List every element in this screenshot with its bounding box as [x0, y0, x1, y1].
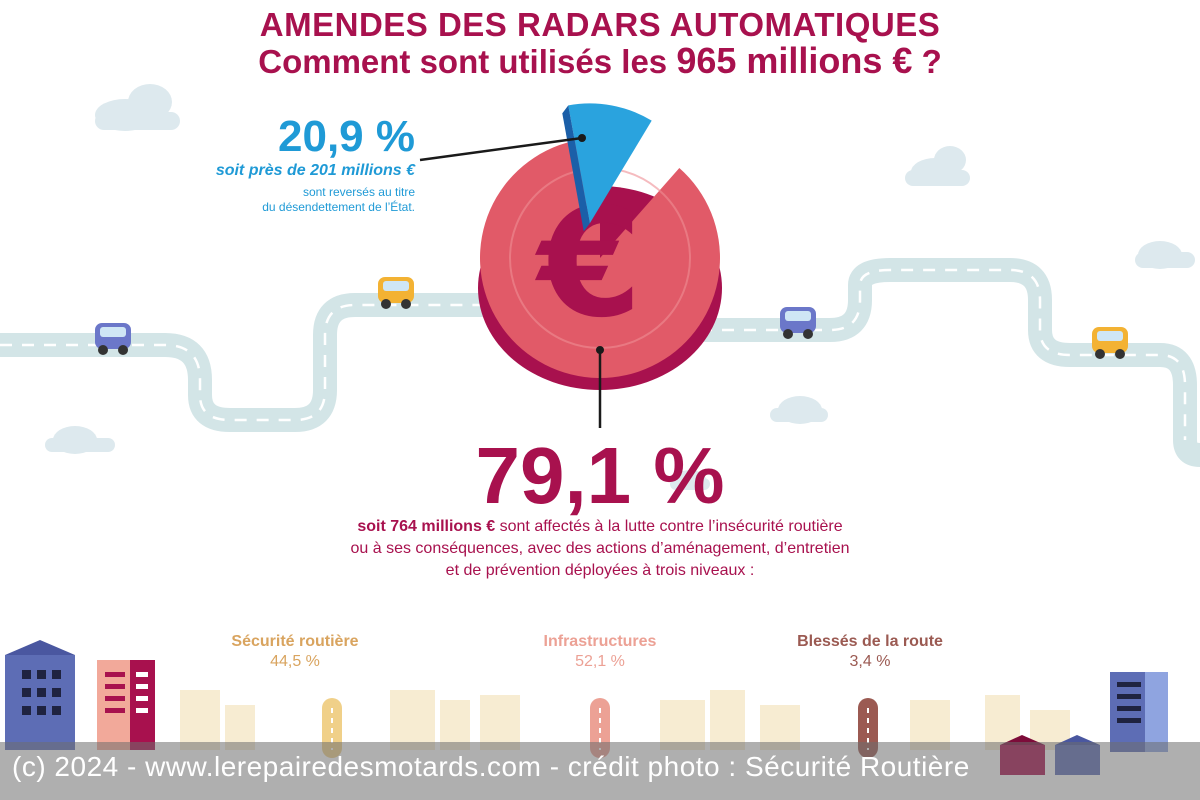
- car-icon: [1092, 327, 1128, 359]
- cloud-icon: [45, 426, 115, 454]
- small-slice-percent: 20,9 %: [278, 112, 415, 161]
- category-label: Infrastructures: [543, 633, 657, 650]
- category-label: Sécurité routière: [231, 633, 359, 650]
- cloud-icon: [905, 146, 970, 186]
- pie-chart: €: [478, 103, 722, 390]
- building-icon: [97, 660, 155, 750]
- small-slice-desc-line: du désendettement de l’État.: [262, 200, 415, 214]
- leader-dot-small: [578, 134, 586, 142]
- subtitle-amount: 965 millions €: [676, 40, 913, 81]
- category-infrastructures: Infrastructures 52,1 %: [490, 632, 710, 672]
- subtitle-end: ?: [912, 43, 942, 80]
- building-icon: [1110, 672, 1168, 752]
- cloud-icon: [670, 470, 710, 490]
- subtitle-start: Comment sont utilisés les: [258, 43, 677, 80]
- car-icon: [378, 277, 414, 309]
- small-slice-desc-line: sont reversés au titre: [302, 185, 415, 199]
- large-slice-description: soit 764 millions € sont affectés à la l…: [250, 516, 950, 582]
- category-securite: Sécurité routière 44,5 %: [185, 632, 405, 672]
- large-slice-desc-line: ou à ses conséquences, avec des actions …: [350, 540, 850, 557]
- large-slice-desc-rest: sont affectés à la lutte contre l’insécu…: [495, 518, 843, 535]
- small-slice-description: sont reversés au titre du désendettement…: [160, 185, 415, 215]
- cloud-icon: [95, 84, 180, 131]
- cloud-icon: [1135, 241, 1195, 269]
- cloud-icon: [770, 396, 828, 424]
- credit-text: (c) 2024 - www.lerepairedesmotards.com -…: [12, 751, 970, 782]
- leader-line-small: [419, 136, 583, 162]
- building-icon: [5, 640, 75, 750]
- leader-dot-large: [596, 346, 604, 354]
- large-slice-desc-line: soit 764 millions € sont affectés à la l…: [250, 516, 950, 538]
- category-value: 44,5 %: [270, 653, 320, 670]
- large-slice-amount: soit 764 millions €: [357, 518, 496, 535]
- large-slice-desc-line: et de prévention déployées à trois nivea…: [445, 562, 755, 579]
- pie-slice-20: [568, 103, 652, 224]
- pie-slice-79: [480, 138, 720, 378]
- category-value: 3,4 %: [849, 653, 891, 670]
- skyline-background: [180, 690, 1070, 750]
- road-markings: [0, 268, 1187, 440]
- page-title: AMENDES DES RADARS AUTOMATIQUES: [259, 6, 941, 43]
- page-subtitle: Comment sont utilisés les 965 millions €…: [0, 40, 1200, 82]
- credit-bar: [0, 742, 1200, 800]
- small-slice-amount: soit près de 201 millions €: [215, 162, 415, 179]
- car-icon: [780, 307, 816, 339]
- large-slice-percent: 79,1 %: [475, 431, 725, 520]
- category-blesses: Blessés de la route 3,4 %: [760, 632, 980, 672]
- category-value: 52,1 %: [575, 653, 625, 670]
- pie-slice-20-side: [562, 105, 590, 232]
- category-label: Blessés de la route: [797, 633, 943, 650]
- car-icon: [95, 323, 131, 355]
